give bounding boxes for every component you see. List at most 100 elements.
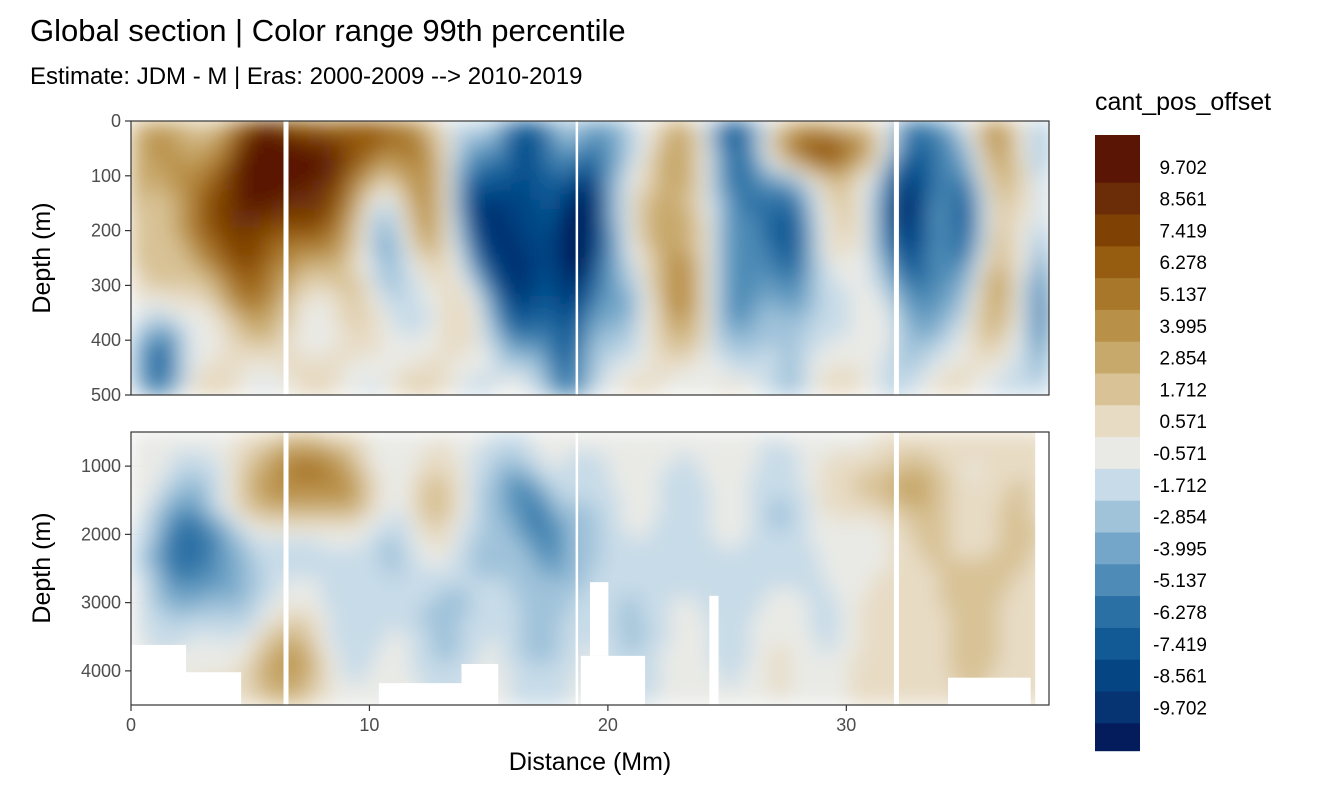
field-cell (810, 297, 821, 307)
field-cell (720, 317, 731, 327)
field-cell (750, 510, 761, 520)
field-cell (241, 268, 252, 278)
field-cell (640, 608, 651, 618)
field-cell (790, 356, 801, 366)
field-cell (710, 229, 721, 239)
field-cell (440, 617, 451, 627)
field-cell (730, 141, 741, 151)
field-cell (690, 598, 701, 608)
field-cell (849, 432, 860, 442)
field-cell (640, 219, 651, 229)
field-cell (1029, 258, 1040, 268)
field-cell (859, 170, 870, 180)
field-cell (420, 617, 431, 627)
field-cell (530, 160, 541, 170)
field-cell (820, 219, 831, 229)
field-cell (839, 180, 850, 190)
field-cell (181, 627, 192, 637)
field-cell (191, 385, 202, 395)
field-cell (859, 500, 870, 510)
field-cell (261, 131, 272, 141)
field-cell (630, 297, 641, 307)
field-cell (271, 432, 282, 442)
field-cell (380, 461, 391, 471)
field-cell (969, 608, 980, 618)
field-cell (380, 539, 391, 549)
field-cell (361, 656, 372, 666)
field-cell (859, 598, 870, 608)
field-cell (370, 637, 381, 647)
field-cell (301, 248, 312, 258)
field-cell (680, 510, 691, 520)
field-cell (321, 666, 332, 676)
field-cell (251, 608, 262, 618)
field-cell (1009, 327, 1020, 337)
field-cell (929, 150, 940, 160)
field-cell (560, 559, 571, 569)
field-cell (680, 131, 691, 141)
field-cell (530, 461, 541, 471)
field-cell (800, 160, 811, 170)
field-cell (460, 461, 471, 471)
field-cell (241, 229, 252, 239)
field-cell (470, 608, 481, 618)
field-cell (899, 588, 910, 598)
field-cell (321, 131, 332, 141)
field-cell (231, 356, 242, 366)
field-cell (999, 278, 1010, 288)
field-cell (680, 170, 691, 180)
field-cell (480, 539, 491, 549)
field-cell (400, 160, 411, 170)
field-cell (849, 150, 860, 160)
field-cell (630, 481, 641, 491)
field-cell (750, 549, 761, 559)
field-cell (510, 317, 521, 327)
field-cell (959, 385, 970, 395)
field-cell (390, 346, 401, 356)
field-cell (171, 452, 182, 462)
field-cell (989, 346, 1000, 356)
field-cell (959, 608, 970, 618)
field-cell (710, 461, 721, 471)
field-cell (131, 287, 142, 297)
field-cell (989, 336, 1000, 346)
field-cell (380, 190, 391, 200)
field-cell (1009, 160, 1020, 170)
field-cell (929, 141, 940, 151)
field-cell (420, 471, 431, 481)
field-cell (321, 180, 332, 190)
field-cell (430, 539, 441, 549)
field-cell (929, 549, 940, 559)
field-cell (361, 199, 372, 209)
field-cell (919, 530, 930, 540)
field-cell (450, 307, 461, 317)
field-cell (640, 317, 651, 327)
field-cell (810, 530, 821, 540)
field-cell (181, 520, 192, 530)
field-cell (380, 385, 391, 395)
field-cell (301, 442, 312, 452)
field-cell (969, 150, 980, 160)
field-cell (939, 617, 950, 627)
field-cell (1029, 121, 1040, 131)
field-cell (800, 491, 811, 501)
field-cell (829, 578, 840, 588)
field-cell (181, 461, 192, 471)
field-cell (291, 656, 302, 666)
field-cell (440, 346, 451, 356)
field-cell (670, 297, 681, 307)
field-cell (430, 287, 441, 297)
field-cell (650, 578, 661, 588)
field-cell (410, 317, 421, 327)
field-cell (470, 598, 481, 608)
field-cell (800, 432, 811, 442)
field-cell (730, 598, 741, 608)
field-cell (380, 336, 391, 346)
field-cell (530, 317, 541, 327)
field-cell (700, 327, 711, 337)
field-cell (899, 336, 910, 346)
field-cell (540, 287, 551, 297)
field-cell (879, 229, 890, 239)
field-cell (640, 366, 651, 376)
